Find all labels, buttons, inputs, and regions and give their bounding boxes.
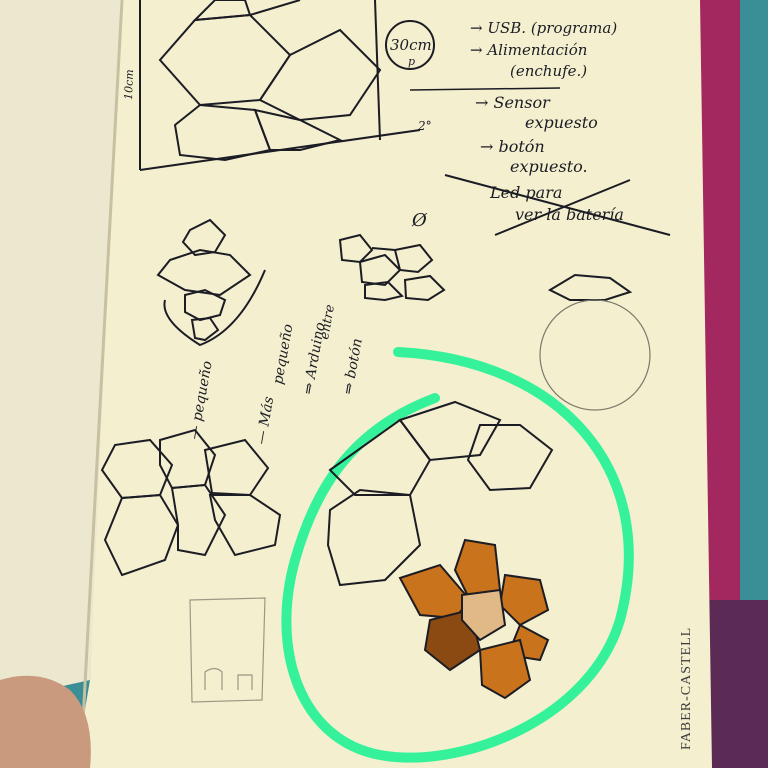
thumb xyxy=(0,675,91,768)
highlighted-sketch xyxy=(281,347,634,763)
pencil-circle xyxy=(539,299,651,411)
note-power: → Alimentación xyxy=(470,41,587,59)
note-button-sub: expuesto. xyxy=(510,157,588,176)
phi-symbol: Ø xyxy=(411,210,428,231)
divider-line xyxy=(409,87,561,91)
notes-list: → USB. (programa) → Alimentación (enchuf… xyxy=(409,19,671,236)
size-circle xyxy=(385,20,435,70)
strike-line-1 xyxy=(444,174,671,236)
note-sensor: → Sensor xyxy=(475,93,551,112)
note-power-sub: (enchufe.) xyxy=(510,62,587,80)
green-circle xyxy=(281,347,634,763)
note-led: Led para xyxy=(489,183,562,202)
vnote-arduino-sub: entre xyxy=(317,303,338,341)
orange-flower xyxy=(398,538,550,700)
pencil-box-sketch xyxy=(189,597,266,703)
size-label: 30cm xyxy=(390,36,432,54)
small-cluster-sketch xyxy=(338,233,446,302)
right-page xyxy=(75,0,712,768)
note-battery: ver la batería xyxy=(515,205,624,224)
bottom-left-hexagon-sketch xyxy=(100,428,282,577)
strike-line-2 xyxy=(494,179,631,236)
page-gutter xyxy=(80,0,124,741)
large-hexagons xyxy=(326,400,554,587)
brand-logo-text: FABER-CASTELL xyxy=(679,627,694,750)
top-hexagon-sketch xyxy=(139,0,421,171)
size-sub: p xyxy=(408,55,415,68)
note-button: → botón xyxy=(480,137,545,156)
small-hexagon xyxy=(547,273,633,301)
angle-label: 2° xyxy=(417,119,432,133)
dim-label: 10cm xyxy=(122,69,136,100)
note-sensor-sub: expuesto xyxy=(525,113,598,132)
stacked-hexagon-sketch xyxy=(156,218,266,347)
note-usb: → USB. (programa) xyxy=(470,19,617,37)
